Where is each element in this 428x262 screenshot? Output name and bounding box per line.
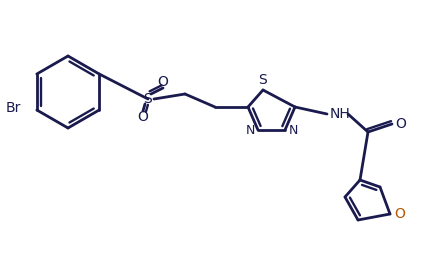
Text: Br: Br — [6, 101, 21, 115]
Text: O: O — [395, 207, 405, 221]
Text: S: S — [144, 92, 152, 106]
Text: O: O — [158, 75, 169, 89]
Text: NH: NH — [330, 107, 351, 121]
Text: S: S — [259, 73, 268, 87]
Text: N: N — [245, 124, 255, 138]
Text: O: O — [395, 117, 407, 131]
Text: N: N — [288, 124, 298, 138]
Text: O: O — [137, 110, 149, 124]
